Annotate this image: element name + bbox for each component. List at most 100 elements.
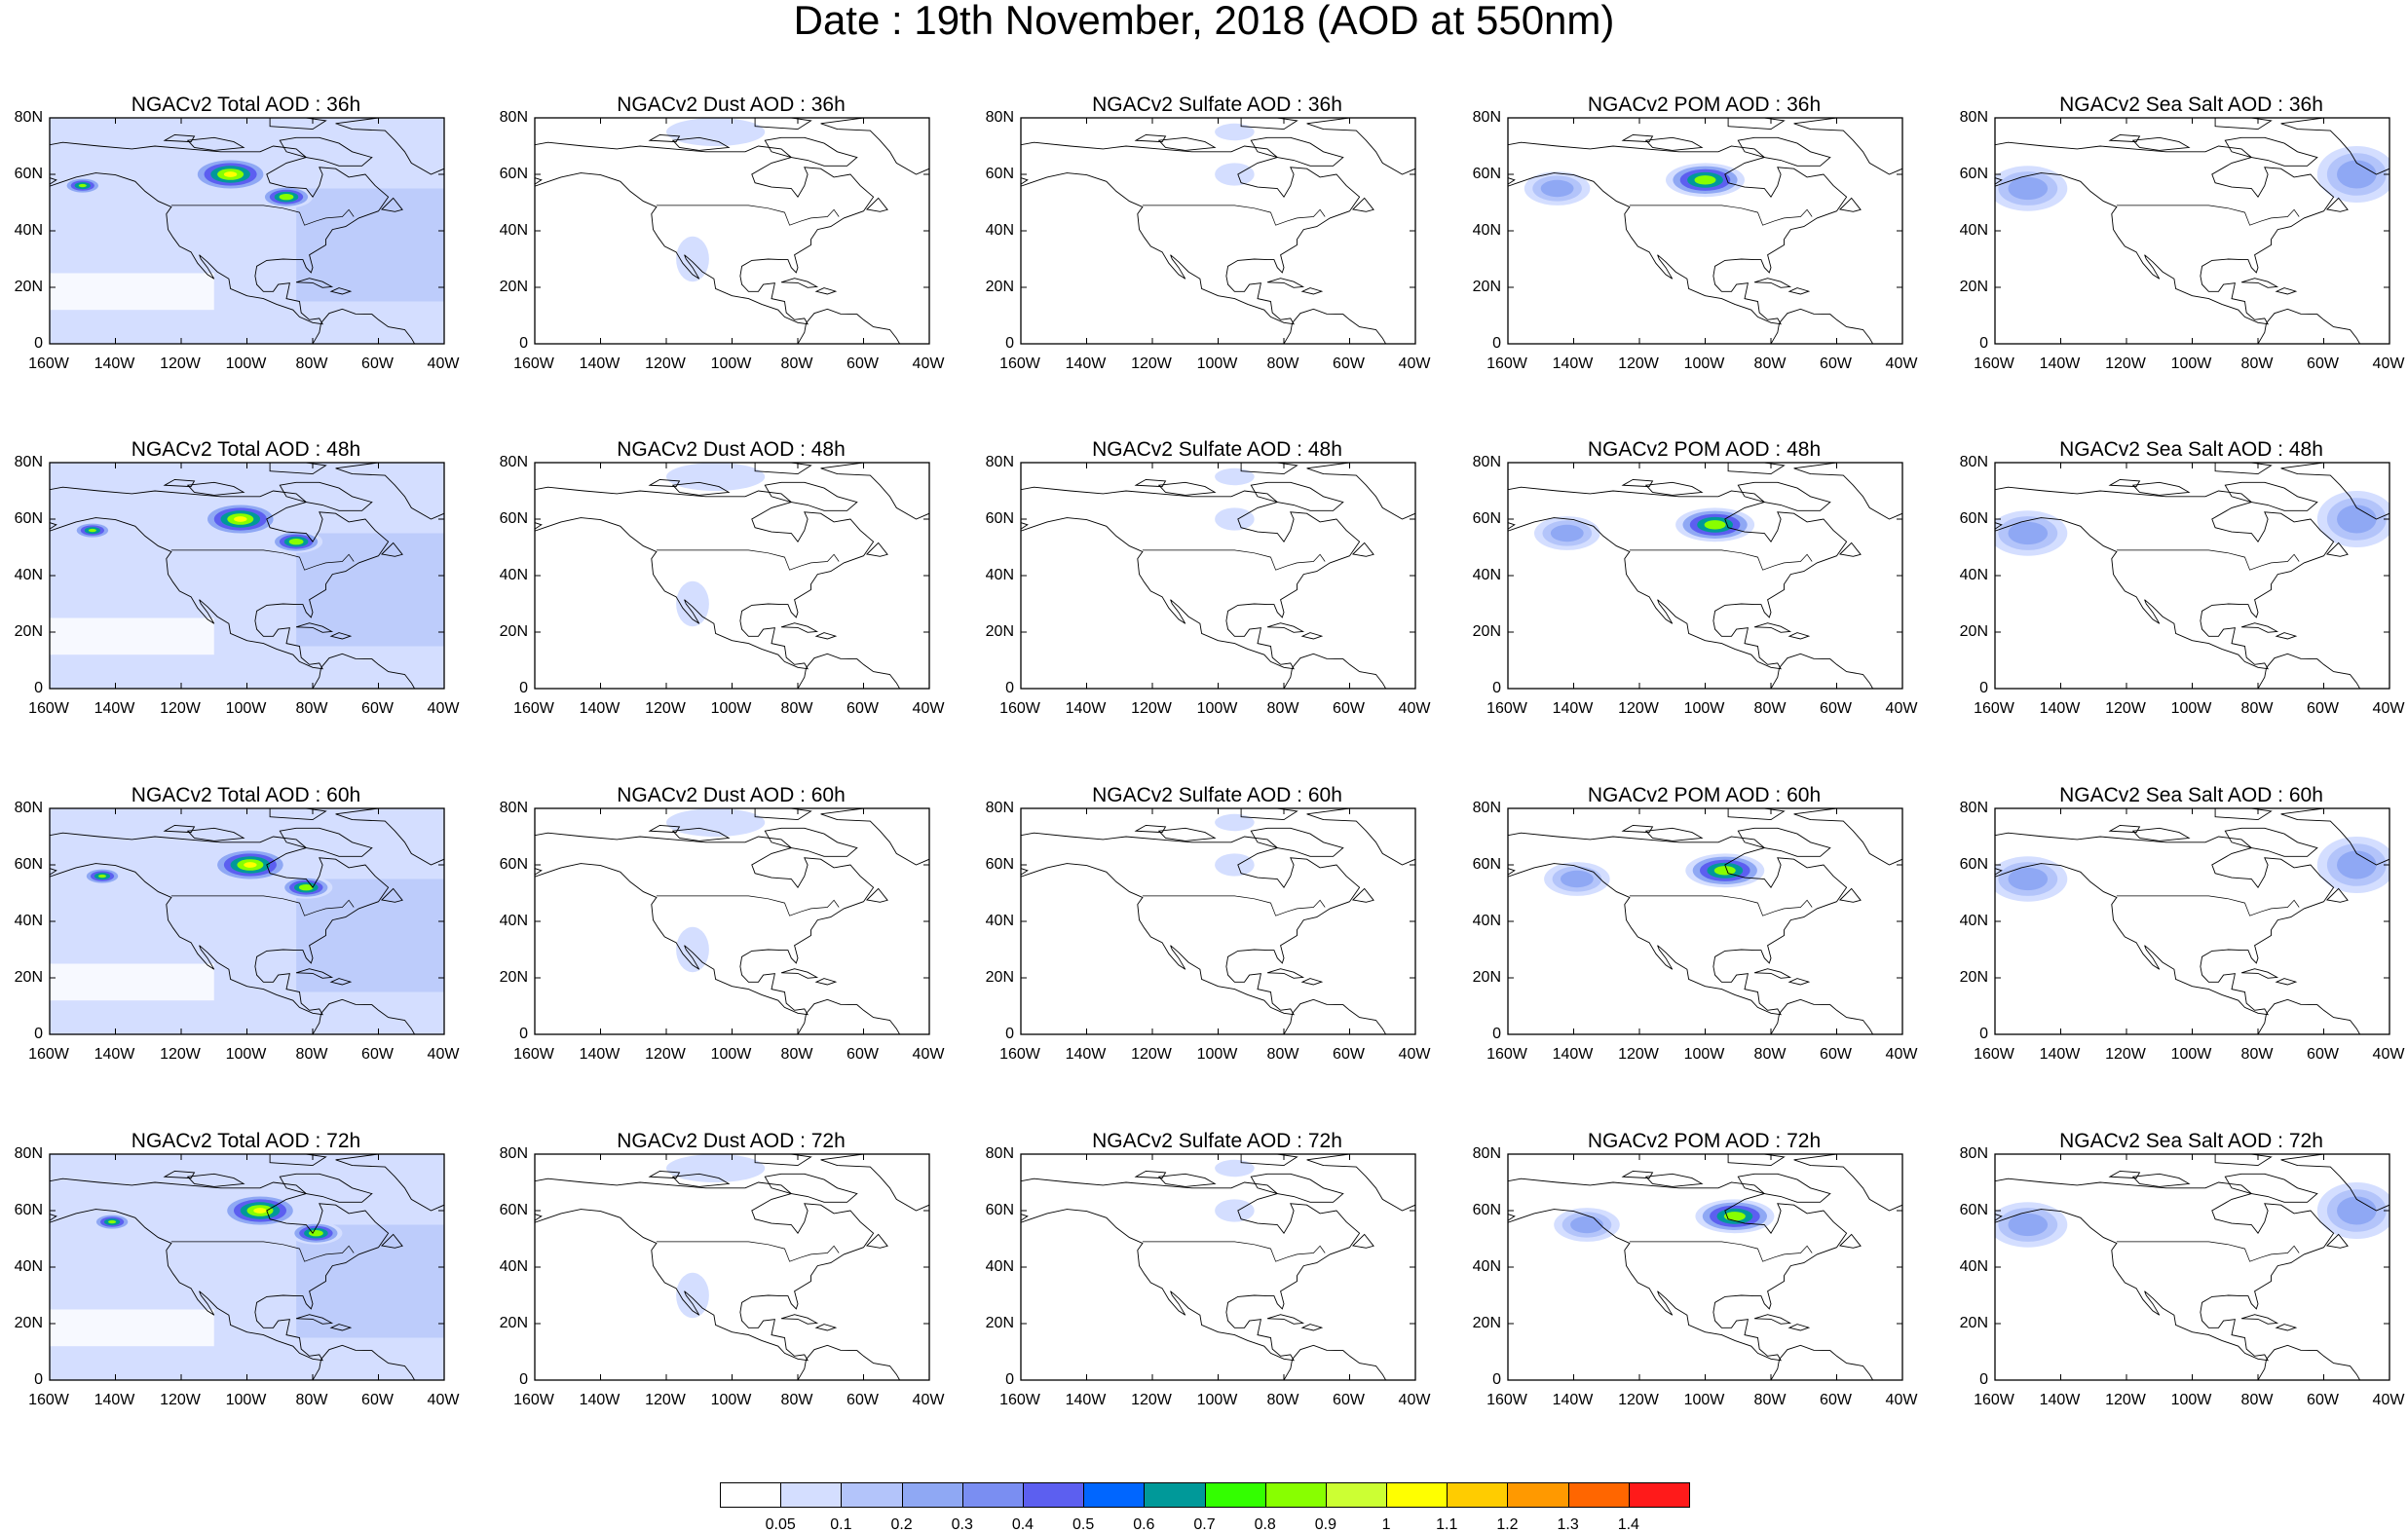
lon-tick-label: 40W bbox=[1385, 356, 1444, 372]
lat-tick-label: 40N bbox=[1458, 223, 1501, 239]
aod-feature bbox=[2009, 1214, 2049, 1236]
lat-tick-label: 60N bbox=[485, 167, 528, 182]
map-plot bbox=[534, 807, 930, 1035]
lon-tick-label: 160W bbox=[1478, 1393, 1536, 1408]
lon-tick-label: 80W bbox=[282, 356, 341, 372]
panel-title: NGACv2 Sea Salt AOD : 48h bbox=[1948, 438, 2408, 462]
lon-tick-label: 100W bbox=[1188, 356, 1247, 372]
colorbar-swatch bbox=[1386, 1482, 1448, 1508]
lon-tick-label: 120W bbox=[636, 356, 695, 372]
panel-title: NGACv2 Sulfate AOD : 36h bbox=[974, 93, 1461, 117]
lon-tick-label: 80W bbox=[282, 1393, 341, 1408]
coastline bbox=[1353, 1234, 1373, 1248]
aod-feature bbox=[1215, 507, 1255, 530]
aod-feature bbox=[2009, 868, 2049, 890]
coastline bbox=[2110, 134, 2139, 141]
colorbar-swatch bbox=[902, 1482, 963, 1508]
panel-title: NGACv2 POM AOD : 72h bbox=[1461, 1130, 1948, 1153]
national-border bbox=[1143, 896, 1325, 916]
lon-tick-label: 60W bbox=[1320, 1393, 1378, 1408]
lon-tick-label: 140W bbox=[1544, 701, 1602, 717]
lat-tick-label: 60N bbox=[485, 857, 528, 873]
panel-title: NGACv2 Dust AOD : 72h bbox=[488, 1130, 975, 1153]
national-border bbox=[2117, 206, 2299, 225]
lon-tick-label: 100W bbox=[702, 701, 761, 717]
coastline bbox=[1267, 969, 1303, 979]
lat-tick-label: 80N bbox=[971, 455, 1014, 470]
lat-tick-label: 80N bbox=[0, 455, 43, 470]
map-plot bbox=[1020, 807, 1416, 1035]
coastline bbox=[1646, 482, 1702, 495]
lon-tick-label: 160W bbox=[1478, 356, 1536, 372]
aod-feature bbox=[1215, 1199, 1255, 1221]
coastline bbox=[508, 1178, 874, 1361]
panel-title: NGACv2 Sulfate AOD : 60h bbox=[974, 784, 1461, 807]
lat-tick-label: 0 bbox=[485, 336, 528, 352]
lon-tick-label: 80W bbox=[2228, 701, 2286, 717]
coastline bbox=[2133, 1174, 2189, 1186]
panel-title: NGACv2 Sea Salt AOD : 60h bbox=[1948, 784, 2408, 807]
coastline bbox=[1302, 979, 1322, 985]
lat-tick-label: 60N bbox=[971, 167, 1014, 182]
aod-feature bbox=[1215, 1160, 1255, 1177]
lat-tick-label: 40N bbox=[971, 914, 1014, 929]
panel-title: NGACv2 POM AOD : 36h bbox=[1461, 93, 1948, 117]
coastline bbox=[1738, 1174, 1830, 1202]
lon-tick-label: 120W bbox=[2096, 356, 2155, 372]
lat-tick-label: 20N bbox=[971, 624, 1014, 640]
lat-tick-label: 0 bbox=[0, 1027, 43, 1042]
lat-tick-label: 40N bbox=[1458, 1259, 1501, 1275]
coastline bbox=[755, 463, 810, 474]
panel-title: NGACv2 Dust AOD : 60h bbox=[488, 784, 975, 807]
national-border bbox=[1630, 550, 1812, 570]
coastline bbox=[1771, 654, 1873, 689]
lat-tick-label: 20N bbox=[0, 280, 43, 295]
lon-tick-label: 60W bbox=[834, 701, 892, 717]
aod-feature bbox=[1695, 175, 1716, 184]
lon-tick-label: 80W bbox=[1254, 1047, 1312, 1063]
aod-feature bbox=[1705, 520, 1726, 529]
lon-tick-label: 160W bbox=[1965, 356, 2023, 372]
coastline bbox=[816, 288, 836, 294]
coastline bbox=[816, 633, 836, 639]
map-plot bbox=[1020, 117, 1416, 345]
panel-title: NGACv2 Total AOD : 72h bbox=[3, 1130, 490, 1153]
lat-tick-label: 40N bbox=[1945, 568, 1988, 583]
lat-tick-label: 80N bbox=[1458, 801, 1501, 816]
lon-tick-label: 60W bbox=[349, 1047, 407, 1063]
coastline bbox=[2276, 979, 2296, 985]
coastline bbox=[1728, 808, 1784, 820]
lon-tick-label: 120W bbox=[151, 1393, 209, 1408]
coastline bbox=[995, 833, 1360, 1014]
lon-tick-label: 40W bbox=[414, 356, 472, 372]
lon-tick-label: 60W bbox=[2294, 701, 2352, 717]
lat-tick-label: 40N bbox=[971, 223, 1014, 239]
lat-tick-label: 60N bbox=[0, 167, 43, 182]
colorbar-swatch bbox=[1507, 1482, 1568, 1508]
panel-title: NGACv2 Total AOD : 60h bbox=[3, 784, 490, 807]
lon-tick-label: 40W bbox=[2359, 356, 2408, 372]
lon-tick-label: 100W bbox=[2163, 356, 2221, 372]
map-plot bbox=[1507, 117, 1903, 345]
lon-tick-label: 120W bbox=[636, 1047, 695, 1063]
lon-tick-label: 60W bbox=[349, 356, 407, 372]
lat-tick-label: 80N bbox=[0, 110, 43, 126]
lon-tick-label: 80W bbox=[1254, 356, 1312, 372]
panel-title: NGACv2 Sea Salt AOD : 72h bbox=[1948, 1130, 2408, 1153]
coastline bbox=[1302, 1325, 1322, 1330]
panel-title: NGACv2 POM AOD : 60h bbox=[1461, 784, 1948, 807]
aod-feature bbox=[224, 171, 237, 177]
aod-feature bbox=[79, 184, 87, 187]
figure-title: Date : 19th November, 2018 (AOD at 550nm… bbox=[0, 0, 2408, 41]
lat-tick-label: 80N bbox=[0, 801, 43, 816]
lat-tick-label: 60N bbox=[1458, 857, 1501, 873]
lat-tick-label: 60N bbox=[0, 1203, 43, 1218]
lat-tick-label: 60N bbox=[1945, 1203, 1988, 1218]
coastline bbox=[508, 833, 874, 1014]
lon-tick-label: 140W bbox=[571, 356, 629, 372]
lon-tick-label: 160W bbox=[505, 1393, 563, 1408]
coastline bbox=[2258, 999, 2360, 1034]
